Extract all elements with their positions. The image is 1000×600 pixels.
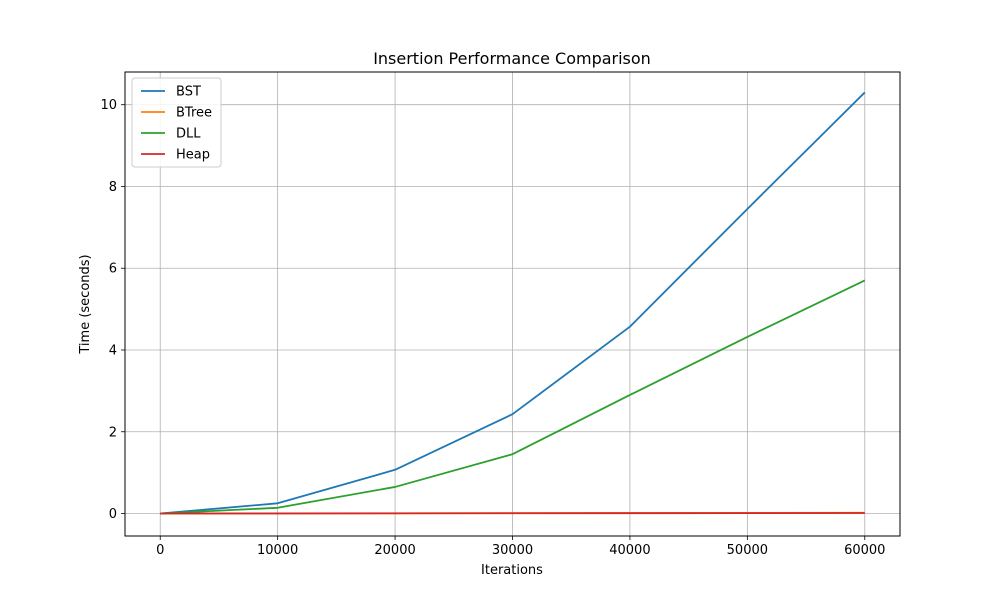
x-axis-ticks: 0 10000 20000 30000 40000 50000 60000 xyxy=(156,536,885,558)
legend-label: Heap xyxy=(176,148,210,163)
x-tick-label: 50000 xyxy=(727,543,768,558)
legend-box xyxy=(131,77,222,168)
series-line-heap xyxy=(160,512,865,515)
x-tick-label: 40000 xyxy=(609,543,650,558)
y-tick-label: 4 xyxy=(109,343,117,358)
x-axis-label: Iterations xyxy=(481,563,543,578)
legend: BST BTree DLL Heap xyxy=(131,77,222,168)
legend-label: BST xyxy=(176,85,201,100)
grid-lines xyxy=(125,72,900,536)
x-tick-label: 60000 xyxy=(844,543,885,558)
series-lines xyxy=(160,91,866,515)
legend-label: DLL xyxy=(176,127,201,142)
x-tick-label: 20000 xyxy=(374,543,415,558)
y-axis-label: Time (seconds) xyxy=(78,254,93,354)
x-tick-label: 30000 xyxy=(492,543,533,558)
x-tick-label: 0 xyxy=(156,543,164,558)
legend-label: BTree xyxy=(176,106,212,121)
y-axis-ticks: 0 2 4 6 8 10 xyxy=(100,98,125,522)
series-line-dll xyxy=(160,279,866,515)
y-tick-label: 2 xyxy=(109,425,117,440)
chart-title: Insertion Performance Comparison xyxy=(373,49,651,68)
x-tick-label: 10000 xyxy=(257,543,298,558)
y-tick-label: 8 xyxy=(109,180,117,195)
y-tick-label: 6 xyxy=(109,262,117,277)
y-tick-label: 10 xyxy=(100,98,117,113)
y-tick-label: 0 xyxy=(109,507,117,522)
series-line-bst xyxy=(160,91,866,515)
